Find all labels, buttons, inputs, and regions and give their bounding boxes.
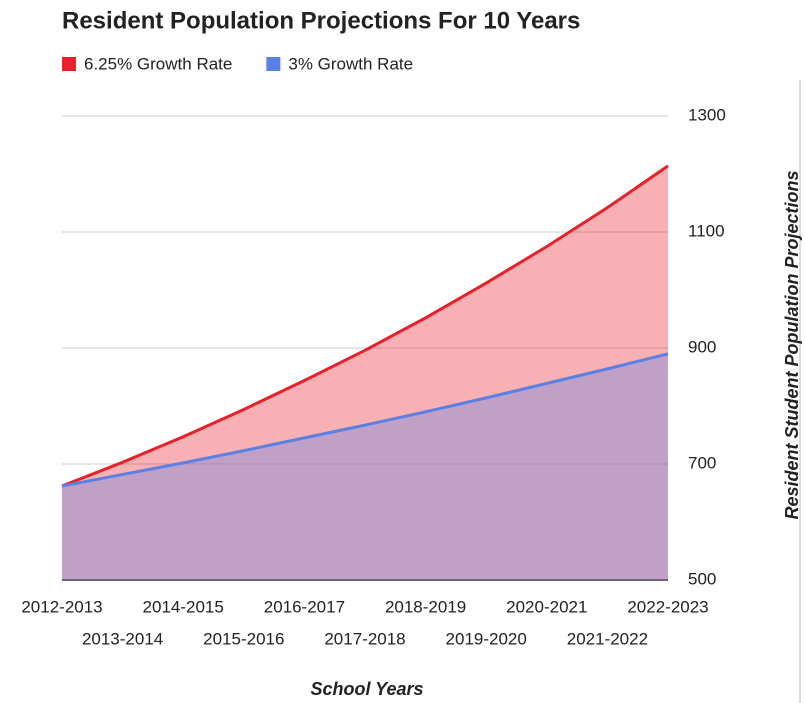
y-tick-label: 1300	[688, 105, 726, 124]
x-tick-label: 2014-2015	[143, 597, 224, 616]
legend-label: 6.25% Growth Rate	[84, 54, 232, 73]
x-tick-label: 2022-2023	[627, 597, 708, 616]
area-fill	[62, 353, 668, 580]
x-tick-label: 2019-2020	[446, 629, 527, 648]
x-tick-label: 2012-2013	[21, 597, 102, 616]
legend-swatch	[266, 57, 281, 71]
y-tick-label: 500	[688, 569, 716, 588]
x-tick-label: 2013-2014	[82, 629, 163, 648]
y-tick-label: 900	[688, 337, 716, 356]
area-line	[61, 164, 669, 488]
legend-swatch	[62, 57, 76, 71]
legend-label: 3% Growth Rate	[288, 54, 413, 73]
x-tick-label: 2017-2018	[324, 629, 405, 648]
x-axis-title: School Years	[310, 679, 423, 699]
area-line	[61, 352, 669, 488]
x-tick-label: 2018-2019	[385, 597, 466, 616]
y-tick-label: 700	[688, 453, 716, 472]
x-tick-label: 2021-2022	[567, 629, 648, 648]
x-tick-label: 2016-2017	[264, 597, 345, 616]
x-tick-label: 2020-2021	[506, 597, 587, 616]
x-tick-label: 2015-2016	[203, 629, 284, 648]
chart-title: Resident Population Projections For 10 Y…	[62, 7, 580, 34]
y-axis-title: Resident Student Population Projections	[782, 170, 802, 519]
area-fill	[62, 165, 668, 580]
y-tick-label: 1100	[688, 221, 725, 240]
